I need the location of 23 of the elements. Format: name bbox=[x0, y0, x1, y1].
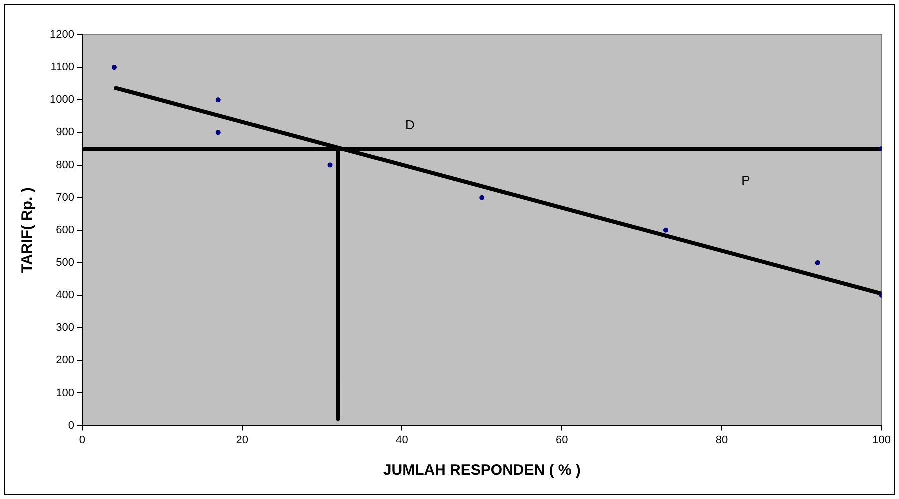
x-tick-label: 0 bbox=[79, 434, 86, 446]
x-tick-label: 20 bbox=[236, 434, 248, 446]
y-axis-title: TARIF( Rp. ) bbox=[19, 188, 36, 274]
y-tick-label: 0 bbox=[68, 420, 74, 432]
x-tick-label: 80 bbox=[716, 434, 728, 446]
y-tick-label: 1000 bbox=[50, 94, 74, 106]
y-tick-label: 100 bbox=[56, 387, 74, 400]
y-tick-label: 200 bbox=[56, 354, 74, 367]
annotation: P bbox=[742, 173, 750, 188]
y-tick-label: 500 bbox=[56, 257, 74, 269]
y-tick-label: 1100 bbox=[50, 62, 74, 74]
x-axis-title: JUMLAH RESPONDEN ( % ) bbox=[383, 462, 581, 480]
y-tick-label: 600 bbox=[56, 224, 74, 236]
y-tick-label: 700 bbox=[56, 192, 74, 204]
x-tick-label: 100 bbox=[872, 434, 892, 446]
y-tick-label: 800 bbox=[56, 159, 74, 172]
x-tick-label: 60 bbox=[556, 434, 568, 446]
y-tick-label: 900 bbox=[56, 126, 74, 139]
annotation: D bbox=[406, 118, 415, 133]
x-tick-label: 40 bbox=[396, 434, 408, 446]
y-tick-label: 1200 bbox=[50, 29, 74, 42]
y-tick-label: 300 bbox=[56, 322, 74, 334]
y-tick-label: 400 bbox=[56, 290, 74, 302]
